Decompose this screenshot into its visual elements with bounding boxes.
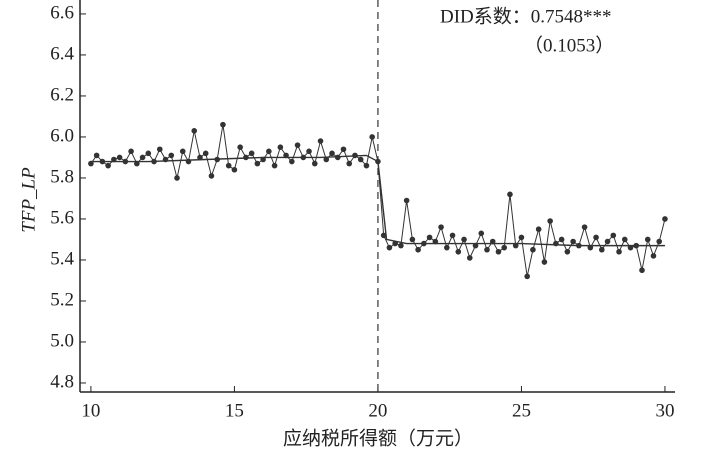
x-tick-label: 15 <box>225 400 244 421</box>
point <box>564 248 571 255</box>
point <box>208 173 215 179</box>
point <box>444 244 450 251</box>
point <box>145 150 152 157</box>
point <box>248 150 255 157</box>
point <box>541 259 548 265</box>
point <box>369 134 375 140</box>
point <box>197 154 203 161</box>
y-tick-label: 4.8 <box>50 371 74 392</box>
point <box>650 253 657 259</box>
x-axis-label: 应纳税所得额（万元） <box>283 427 473 449</box>
fit-line <box>90 154 665 247</box>
point <box>621 236 628 243</box>
point <box>168 152 175 159</box>
y-tick-label: 6.0 <box>50 125 74 146</box>
point <box>478 230 485 237</box>
annotation: DID系数：0.7548*** <box>440 5 612 27</box>
point <box>380 232 387 239</box>
point <box>461 236 467 243</box>
point <box>225 162 232 169</box>
point <box>409 236 416 243</box>
point <box>231 166 238 173</box>
point <box>507 191 513 198</box>
point <box>644 236 651 243</box>
point <box>202 150 209 157</box>
point <box>139 154 146 161</box>
y-tick-label: 5.0 <box>50 330 74 351</box>
point <box>363 162 370 169</box>
point <box>346 160 353 167</box>
point <box>558 236 565 243</box>
point <box>277 144 284 151</box>
point <box>329 150 335 157</box>
point <box>266 148 272 155</box>
point <box>484 246 490 253</box>
y-axis-label: TFP_LP <box>18 167 39 233</box>
point <box>220 121 226 128</box>
x-tick-label: 30 <box>655 400 674 421</box>
point <box>455 248 462 255</box>
point <box>466 255 473 261</box>
point <box>311 160 318 167</box>
point <box>639 267 645 274</box>
point <box>386 244 393 251</box>
y-tick-label: 6.4 <box>50 43 74 64</box>
point <box>570 238 576 245</box>
y-tick-label: 6.6 <box>50 2 74 23</box>
point <box>518 234 525 241</box>
y-tick-label: 5.2 <box>50 289 74 310</box>
point <box>357 156 364 163</box>
point <box>449 232 456 239</box>
y-tick-label: 5.4 <box>50 248 74 269</box>
point <box>610 232 617 239</box>
point <box>604 238 611 245</box>
point <box>128 148 134 155</box>
point <box>340 146 347 153</box>
x-tick-label: 25 <box>512 400 531 421</box>
point <box>317 138 324 144</box>
point <box>156 146 163 153</box>
point <box>593 234 599 241</box>
point <box>656 238 663 245</box>
point <box>271 162 278 169</box>
point <box>105 162 111 169</box>
point <box>426 234 433 241</box>
point <box>237 144 243 151</box>
point <box>495 248 502 255</box>
point <box>524 273 530 280</box>
point <box>599 246 605 253</box>
point <box>662 216 668 222</box>
annotation: （0.1053） <box>524 34 614 56</box>
point <box>581 224 588 230</box>
y-tick-label: 5.6 <box>50 207 74 228</box>
point <box>191 128 198 134</box>
y-tick-label: 6.2 <box>50 84 74 105</box>
point <box>306 148 312 155</box>
point <box>116 154 123 161</box>
point <box>530 246 536 253</box>
point <box>289 158 295 165</box>
point <box>294 142 301 148</box>
point <box>174 175 180 181</box>
point <box>415 246 421 253</box>
point <box>93 152 100 159</box>
point <box>501 244 508 251</box>
point <box>323 156 330 163</box>
point <box>403 197 410 204</box>
x-tick-label: 20 <box>368 400 387 421</box>
point <box>179 148 186 155</box>
point <box>254 160 261 167</box>
y-tick-label: 5.8 <box>50 166 74 187</box>
x-tick-label: 10 <box>81 400 100 421</box>
point <box>547 218 553 224</box>
point <box>616 248 622 255</box>
point <box>398 242 404 249</box>
point <box>438 224 444 230</box>
point <box>535 226 542 233</box>
